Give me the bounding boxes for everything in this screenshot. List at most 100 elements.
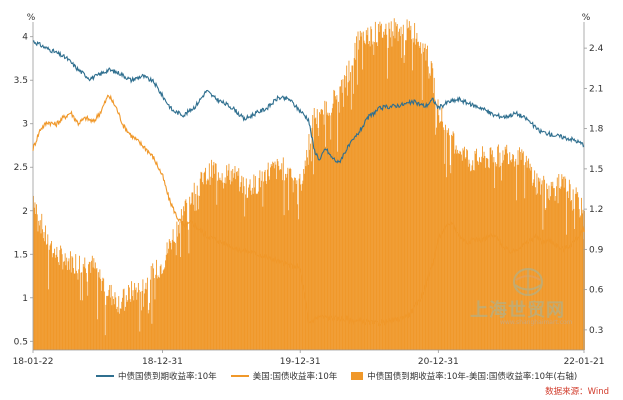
axes [30,22,587,353]
spread-bar-641 [516,164,518,350]
legend-label-spread: 中债国债到期收益率:10年-美国:国债收益率:10年(右轴) [367,372,578,382]
spread-bar-286 [248,184,250,350]
spread-bar-358 [303,169,305,350]
spread-bar-87 [98,277,100,350]
spread-bar-69 [85,268,86,350]
spread-bar-174 [164,267,166,350]
spread-bar-371 [313,174,314,350]
spread-bar-104 [111,305,113,350]
spread-bar-420 [350,72,351,350]
spread-bar-162 [155,274,157,350]
spread-bar-679 [545,208,547,350]
spread-bar-91 [101,281,103,350]
spread-bar-518 [423,47,425,350]
spread-bar-709 [568,197,570,350]
spread-bar-153 [148,309,150,350]
spread-bar-412 [343,75,345,350]
spread-bar-271 [237,175,239,350]
spread-bar-298 [257,191,259,350]
spread-bar-674 [541,180,543,350]
spread-bar-227 [204,171,206,350]
spread-bar-145 [142,279,144,350]
spread-bar-159 [153,268,154,350]
spread-bar-374 [315,117,317,350]
spread-bar-427 [355,59,357,351]
spread-bar-186 [173,241,175,350]
spread-bar-288 [250,190,252,350]
spread-bar-217 [196,185,198,350]
spread-bar-106 [113,298,114,350]
spread-bar-586 [475,153,477,350]
spread-bar-203 [186,202,188,350]
spread-bar-267 [234,166,236,350]
spread-bar-693 [556,186,557,350]
spread-bar-302 [260,180,262,350]
spread-bar-297 [257,193,259,350]
spread-bar-687 [551,186,553,350]
spread-bar-264 [232,169,234,350]
spread-bar-292 [253,174,255,350]
right-tick-label-1: 0.6 [589,286,604,296]
spread-bar-721 [577,192,579,350]
spread-bar-279 [243,186,245,350]
spread-bar-407 [340,86,342,350]
spread-bar-110 [116,309,117,350]
spread-bar-119 [122,289,124,350]
spread-bar-495 [406,19,408,350]
spread-bar-101 [109,285,111,350]
spread-bar-223 [201,172,203,350]
spread-bar-389 [326,114,328,351]
spread-bar-108 [114,292,116,350]
spread-bar-86 [97,272,99,350]
watermark-text: 上海世贸网 [470,300,565,321]
spread-bar-344 [292,192,294,350]
spread-bar-375 [316,124,317,350]
spread-bar-228 [205,167,206,350]
spread-bar-257 [226,175,228,350]
spread-bar-669 [537,177,539,350]
spread-bar-517 [423,51,425,351]
spread-bar-423 [352,65,354,350]
spread-bar-118 [122,297,123,350]
spread-bar-719 [575,187,577,350]
spread-bar-232 [208,180,210,350]
spread-bar-92 [102,277,104,350]
spread-bar-549 [447,132,449,350]
spread-bar-485 [399,28,400,351]
spread-bar-554 [451,134,453,350]
left-tick-label-6: 3.5 [14,76,28,86]
spread-bar-416 [346,95,348,351]
spread-bar-432 [359,40,360,350]
spread-bar-468 [386,34,388,351]
spread-bar-147 [143,293,145,350]
spread-bar-2 [34,202,36,350]
spread-bar-604 [488,168,490,350]
spread-bar-307 [264,169,266,350]
spread-bar-281 [245,194,246,350]
spread-bar-299 [258,177,260,350]
spread-bar-53 [73,268,74,350]
spread-bar-526 [430,75,431,351]
spread-bar-369 [311,127,313,350]
left-tick-label-3: 2 [22,207,28,217]
spread-bar-204 [186,221,188,350]
spread-bar-283 [246,198,248,350]
spread-bar-19 [47,234,49,350]
spread-bar-269 [236,172,237,350]
spread-bar-606 [490,147,492,350]
spread-bar-452 [374,42,376,350]
spread-bar-701 [562,179,564,350]
spread-bar-244 [217,180,219,350]
spread-bar-657 [528,168,530,350]
spread-bar-121 [124,310,126,350]
spread-bar-592 [479,161,481,350]
spread-bar-414 [345,76,347,350]
spread-bar-131 [131,295,133,350]
spread-bar-429 [356,84,358,350]
spread-bar-667 [536,173,538,350]
right-tick-label-6: 2.1 [589,84,603,94]
tick-labels: 0.5 1 1.5 2 2.5 3 3.5 4 0.3 0.6 0.9 1.2 1.5 1.8 2.1 2.4… [13,13,605,367]
spread-bar-531 [433,77,435,351]
spread-bar-129 [130,301,132,350]
spread-bar-408 [340,79,342,351]
